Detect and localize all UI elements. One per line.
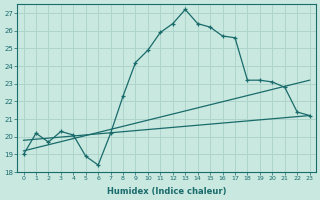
X-axis label: Humidex (Indice chaleur): Humidex (Indice chaleur) (107, 187, 226, 196)
